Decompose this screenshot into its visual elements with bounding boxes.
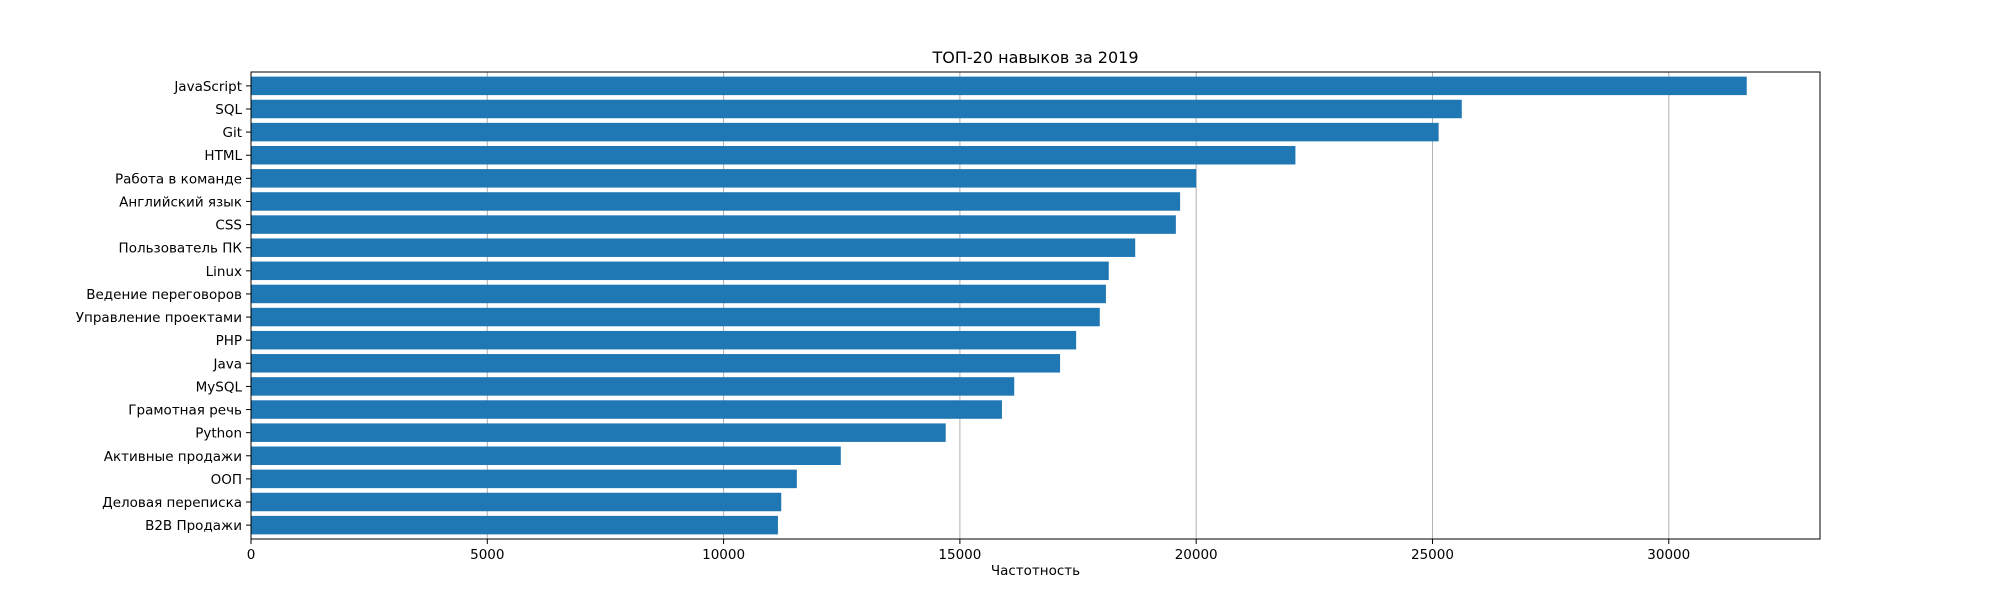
bars bbox=[251, 76, 1747, 535]
y-tick-label: Linux bbox=[206, 264, 242, 280]
y-tick-label: ООП bbox=[211, 472, 242, 488]
y-tick-label: MySQL bbox=[196, 379, 243, 395]
y-tick-label: HTML bbox=[204, 148, 242, 164]
bar bbox=[251, 330, 1077, 350]
bar bbox=[251, 307, 1100, 327]
x-tick-label: 30000 bbox=[1647, 547, 1690, 563]
x-tick-label: 5000 bbox=[470, 547, 504, 563]
bar bbox=[251, 122, 1439, 142]
bar bbox=[251, 76, 1747, 96]
y-tick-label: JavaScript bbox=[173, 79, 242, 95]
chart-title: ТОП-20 навыков за 2019 bbox=[931, 48, 1138, 67]
bar bbox=[251, 423, 946, 442]
y-tick-label: CSS bbox=[215, 218, 242, 234]
bar bbox=[251, 99, 1462, 119]
y-tick-label: Английский язык bbox=[119, 194, 242, 210]
bar bbox=[251, 169, 1197, 188]
bar bbox=[251, 492, 782, 512]
x-tick-label: 20000 bbox=[1175, 547, 1218, 563]
x-tick-label: 10000 bbox=[702, 547, 745, 563]
bar bbox=[251, 284, 1106, 304]
gridlines bbox=[250, 72, 1670, 539]
bar bbox=[251, 400, 1002, 419]
bar bbox=[251, 238, 1136, 257]
y-axis-ticks: JavaScript SQL Git HTML Работа в команде Англ… bbox=[76, 79, 251, 534]
y-tick-label: Деловая переписка bbox=[102, 495, 242, 511]
x-axis-label: Частотность bbox=[991, 563, 1080, 579]
y-tick-label: SQL bbox=[215, 102, 242, 118]
y-tick-label: Git bbox=[222, 125, 242, 141]
y-tick-label: Java bbox=[212, 356, 242, 372]
bar bbox=[251, 446, 841, 466]
y-tick-label: Пользователь ПК bbox=[119, 241, 243, 257]
y-tick-label: Работа в команде bbox=[115, 171, 242, 187]
bar bbox=[251, 261, 1109, 281]
y-tick-label: Грамотная речь bbox=[128, 403, 242, 419]
y-tick-label: Управление проектами bbox=[76, 310, 242, 326]
x-tick-label: 25000 bbox=[1411, 547, 1454, 563]
bar bbox=[251, 515, 778, 535]
bar bbox=[251, 469, 797, 489]
bar bbox=[251, 377, 1015, 396]
x-tick-label: 0 bbox=[247, 547, 256, 563]
plot-frame bbox=[250, 71, 1821, 540]
bar bbox=[251, 192, 1181, 211]
x-tick-label: 15000 bbox=[938, 547, 981, 563]
y-tick-label: PHP bbox=[216, 333, 242, 349]
y-tick-label: Активные продажи bbox=[104, 449, 242, 465]
bar bbox=[251, 145, 1296, 165]
bar bbox=[251, 354, 1061, 373]
y-tick-label: Ведение переговоров bbox=[86, 287, 242, 303]
y-tick-label: Python bbox=[195, 426, 242, 442]
bar bbox=[251, 215, 1176, 234]
x-axis-ticks: 0 5000 10000 15000 20000 25000 30000 bbox=[247, 539, 1690, 563]
y-tick-label: B2B Продажи bbox=[145, 518, 242, 534]
